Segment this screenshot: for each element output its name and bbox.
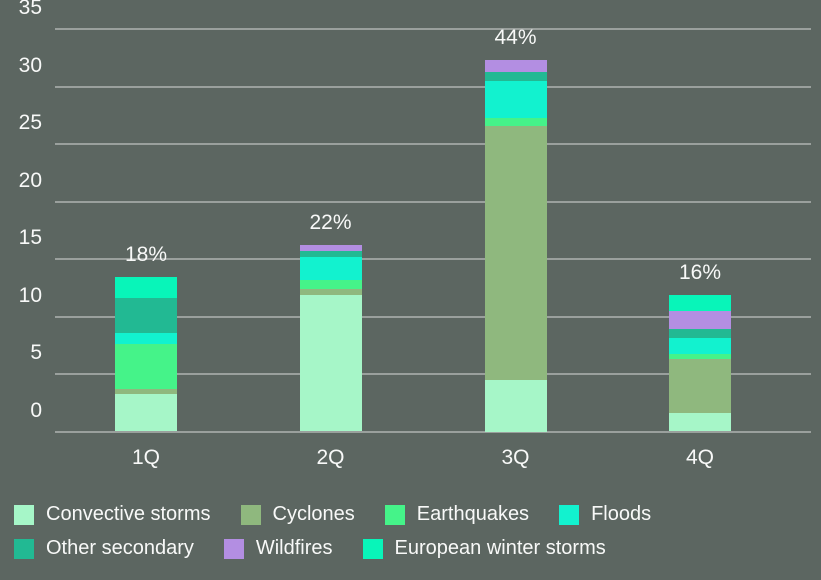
bar-segment-4q-cyclones: [669, 359, 731, 414]
legend-swatch-icon: [240, 504, 261, 525]
bar-segment-4q-earthquakes: [669, 354, 731, 360]
legend-item-earthquakes: Earthquakes: [384, 503, 530, 526]
bar-segment-1q-earthquakes: [115, 344, 177, 389]
gridline-25: [55, 143, 811, 145]
legend-item-convective-storms: Convective storms: [14, 503, 211, 526]
legend-item-floods: Floods: [559, 503, 651, 526]
gridline-0: [55, 430, 811, 433]
legend-label: European winter storms: [394, 537, 606, 559]
legend-label: Earthquakes: [416, 503, 530, 525]
bar-segment-2q-floods: [299, 256, 362, 280]
y-tick-label: 20: [18, 168, 42, 192]
gridline-30: [55, 85, 811, 88]
legend-label: Other secondary: [46, 537, 194, 559]
bar-segment-2q-other-secondary: [299, 250, 362, 257]
x-tick-label-2q: 2Q: [316, 446, 345, 469]
gridline-5: [55, 373, 811, 375]
x-tick-label-4q: 4Q: [685, 446, 714, 469]
legend-swatch-icon: [362, 538, 383, 559]
bar-segment-1q-cyclones: [115, 388, 177, 394]
gridline-20: [55, 200, 811, 203]
y-tick-label: 30: [18, 53, 42, 77]
legend-label: Floods: [591, 503, 652, 525]
x-tick-label-3q: 3Q: [501, 446, 530, 469]
legend-swatch-icon: [223, 538, 244, 559]
legend-label: Wildfires: [255, 537, 333, 559]
bar-segment-3q-earthquakes: [484, 117, 547, 126]
y-tick-label: 0: [30, 398, 42, 422]
bar-segment-2q-convective-storms: [299, 294, 362, 432]
legend-swatch-icon: [14, 504, 34, 525]
bar-segment-2q-earthquakes: [299, 279, 362, 289]
gridline-35: [55, 28, 811, 30]
bar-segment-1q-convective-storms: [115, 393, 177, 432]
legend-swatch-icon: [384, 504, 405, 525]
legend-label: Cyclones: [272, 503, 355, 525]
bar-segment-3q-other-secondary: [484, 71, 547, 81]
legend-row: Other secondary Wildfires European winter …: [14, 537, 651, 560]
gridline-10: [55, 315, 811, 318]
legend-label: Convective storms: [46, 503, 211, 525]
legend-swatch-icon: [14, 538, 34, 559]
bar-segment-4q-wildfires: [669, 310, 731, 330]
legend-swatch-icon: [559, 504, 580, 525]
bar-segment-1q-other-secondary: [115, 298, 177, 333]
bar-segment-2q-wildfires: [299, 245, 362, 251]
bar-total-label-2q: 22%: [309, 211, 352, 235]
bar-segment-3q-cyclones: [484, 125, 547, 380]
legend-item-european-winter-storms: European winter storms: [362, 537, 606, 560]
legend-item-other-secondary: Other secondary: [14, 537, 194, 560]
bar-total-label-1q: 18%: [124, 243, 168, 267]
legend-row: Convective storms Cyclones Earthquakes Floo…: [14, 503, 651, 526]
y-tick-label: 25: [18, 111, 42, 134]
y-tick-label: 15: [18, 226, 42, 249]
bar-segment-2q-cyclones: [299, 288, 362, 295]
bar-segment-3q-convective-storms: [484, 379, 547, 432]
y-tick-label: 5: [30, 341, 42, 364]
y-tick-label: 35: [18, 0, 42, 19]
bar-total-label-4q: 16%: [678, 260, 722, 284]
y-tick-label: 10: [18, 283, 42, 307]
x-tick-label-1q: 1Q: [131, 446, 160, 469]
bar-segment-3q-wildfires: [484, 60, 547, 72]
chart-legend: Convective storms Cyclones Earthquakes Floo…: [14, 503, 651, 571]
gridline-15: [55, 258, 811, 260]
legend-item-wildfires: Wildfires: [223, 537, 333, 560]
bar-segment-3q-floods: [484, 80, 547, 118]
bar-segment-4q-european-winter-storms: [669, 294, 731, 311]
bar-segment-4q-convective-storms: [669, 413, 731, 432]
legend-item-cyclones: Cyclones: [240, 503, 355, 526]
bar-segment-1q-european-winter-storms: [115, 277, 177, 299]
bar-segment-4q-other-secondary: [669, 329, 731, 339]
bar-total-label-3q: 44%: [494, 26, 537, 50]
bar-segment-1q-floods: [115, 332, 177, 345]
bar-segment-4q-floods: [669, 338, 731, 355]
